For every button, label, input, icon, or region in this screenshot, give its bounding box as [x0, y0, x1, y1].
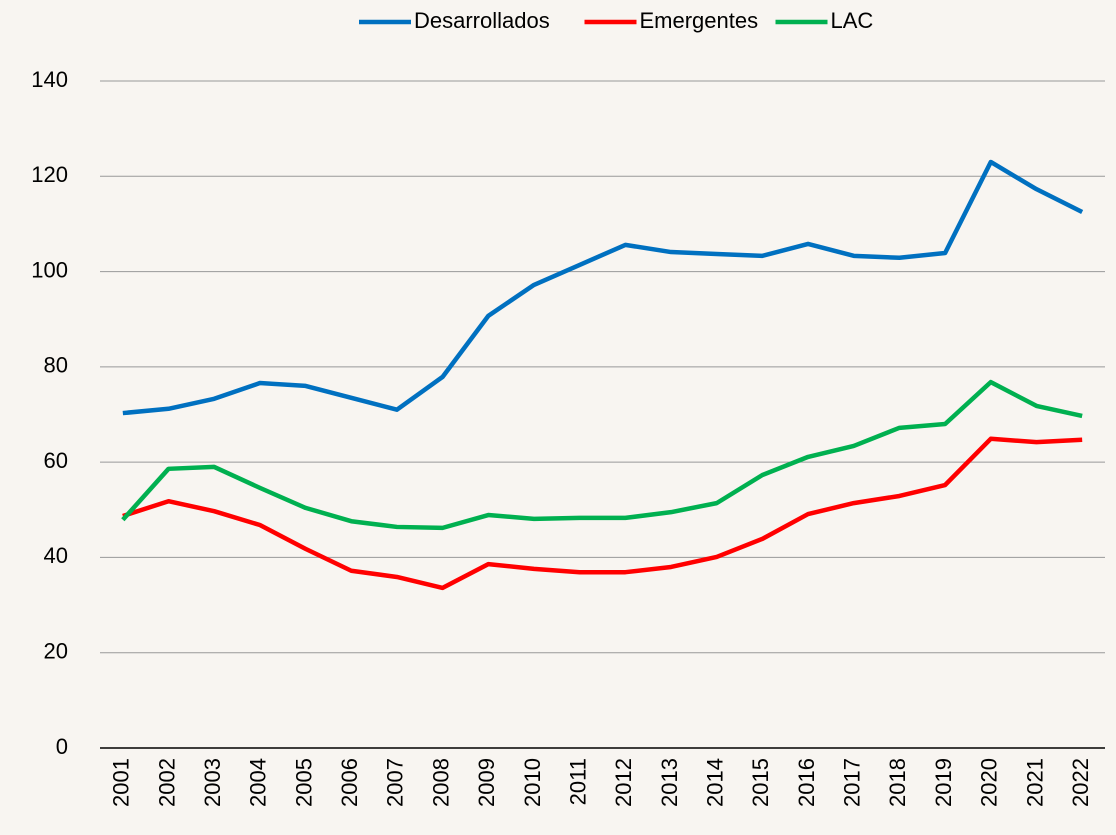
x-tick-label: 2006: [337, 758, 362, 807]
x-tick-label: 2014: [703, 758, 728, 807]
x-tick-label: 2022: [1068, 758, 1093, 807]
x-tick-label: 2019: [931, 758, 956, 807]
data-line: [121, 379, 1083, 531]
y-tick-label: 100: [31, 257, 68, 282]
x-tick-label: 2008: [428, 758, 453, 807]
x-tick-label: 2015: [748, 758, 773, 807]
x-tick-label: 2021: [1022, 758, 1047, 807]
x-tick-label: 2002: [154, 758, 179, 807]
x-tick-label: 2016: [794, 758, 819, 807]
x-tick-label: 2007: [383, 758, 408, 807]
legend-label: Desarrollados: [414, 8, 550, 33]
y-tick-label: 120: [31, 162, 68, 187]
y-tick-label: 0: [56, 734, 68, 759]
data-line: [122, 159, 1084, 416]
x-tick-label: 2018: [885, 758, 910, 807]
y-tick-label: 20: [44, 639, 68, 664]
y-tick-label: 140: [31, 67, 68, 92]
x-tick-label: 2013: [657, 758, 682, 807]
x-tick-label: 2003: [200, 758, 225, 807]
data-line: [122, 436, 1083, 591]
y-tick-label: 80: [44, 353, 68, 378]
x-tick-label: 2005: [291, 758, 316, 807]
x-tick-label: 2012: [611, 758, 636, 807]
x-tick-label: 2017: [840, 758, 865, 807]
x-tick-label: 2009: [474, 758, 499, 807]
x-tick-label: 2004: [246, 758, 271, 807]
x-tick-label: 2020: [977, 758, 1002, 807]
y-tick-label: 60: [44, 448, 68, 473]
y-tick-label: 40: [44, 543, 68, 568]
x-tick-label: 2011: [565, 758, 590, 805]
legend-label: Emergentes: [640, 8, 759, 33]
legend-label: LAC: [831, 8, 874, 33]
x-tick-label: 2010: [520, 758, 545, 807]
x-tick-label: 2001: [109, 758, 134, 807]
